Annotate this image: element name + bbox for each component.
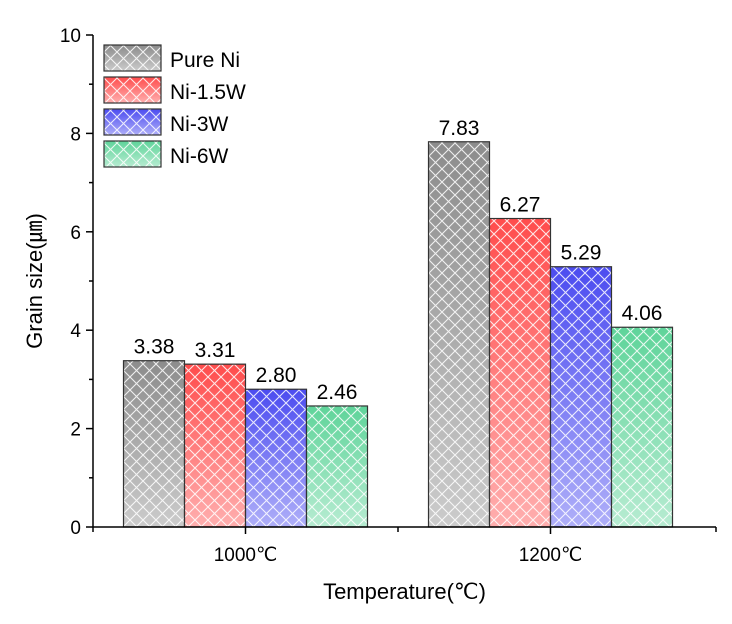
data-label-ni-6w-2: 4.06: [622, 302, 663, 325]
legend-swatch-pure-ni: [103, 44, 162, 72]
legend-item-ni-3w: Ni-3W: [103, 108, 229, 136]
legend-item-ni-1-5w: Ni-1.5W: [103, 76, 246, 104]
legend: Pure Ni Ni-1.5W Ni-3W Ni-6W: [103, 44, 246, 168]
data-label-ni-3w-1: 2.80: [256, 364, 297, 387]
x-tick-label: 1000℃: [214, 545, 278, 566]
legend-label-ni-6w: Ni-6W: [170, 145, 229, 168]
legend-swatch-ni-6w: [103, 140, 162, 168]
data-label-ni-1-5w-1: 3.31: [195, 339, 236, 362]
data-label-pure-ni-1: 3.38: [134, 336, 175, 359]
legend-item-pure-ni: Pure Ni: [103, 44, 240, 72]
bar-ni-1-5w-2: [488, 217, 552, 528]
axes-layer: 0 2 4 6 8 10 1000℃ 1200℃: [60, 26, 717, 566]
y-tick-label: 4: [70, 321, 81, 342]
y-axis-title: Grain size(㎛): [22, 213, 48, 349]
y-tick-label: 6: [70, 223, 81, 244]
y-tick-label: 2: [70, 420, 81, 441]
bars-layer: [122, 141, 674, 528]
data-label-pure-ni-2: 7.83: [439, 117, 480, 140]
legend-label-ni-3w: Ni-3W: [170, 113, 229, 136]
bar-pure-ni-1: [122, 360, 186, 528]
bar-ni-3w-2: [549, 266, 613, 528]
y-tick-label: 8: [70, 124, 81, 145]
y-tick-label: 10: [60, 26, 81, 47]
data-label-ni-6w-1: 2.46: [317, 381, 358, 404]
bar-ni-6w-2: [610, 326, 674, 528]
legend-swatch-ni-1-5w: [103, 76, 162, 104]
y-tick-label: 0: [70, 518, 81, 539]
legend-label-ni-1-5w: Ni-1.5W: [170, 81, 246, 104]
bar-ni-1-5w-1: [183, 363, 247, 528]
legend-label-pure-ni: Pure Ni: [170, 49, 240, 72]
bar-ni-6w-1: [305, 405, 369, 528]
x-tick-label: 1200℃: [519, 545, 583, 566]
bar-pure-ni-2: [427, 141, 491, 528]
legend-swatch-ni-3w: [103, 108, 162, 136]
data-label-ni-1-5w-2: 6.27: [500, 194, 541, 217]
data-labels-layer: 3.38 3.31 2.80 2.46 7.83 6.27 5.29 4.06: [134, 117, 663, 404]
legend-item-ni-6w: Ni-6W: [103, 140, 229, 168]
data-label-ni-3w-2: 5.29: [561, 242, 602, 265]
bar-ni-3w-1: [244, 388, 308, 528]
x-axis-title: Temperature(℃): [323, 579, 486, 604]
